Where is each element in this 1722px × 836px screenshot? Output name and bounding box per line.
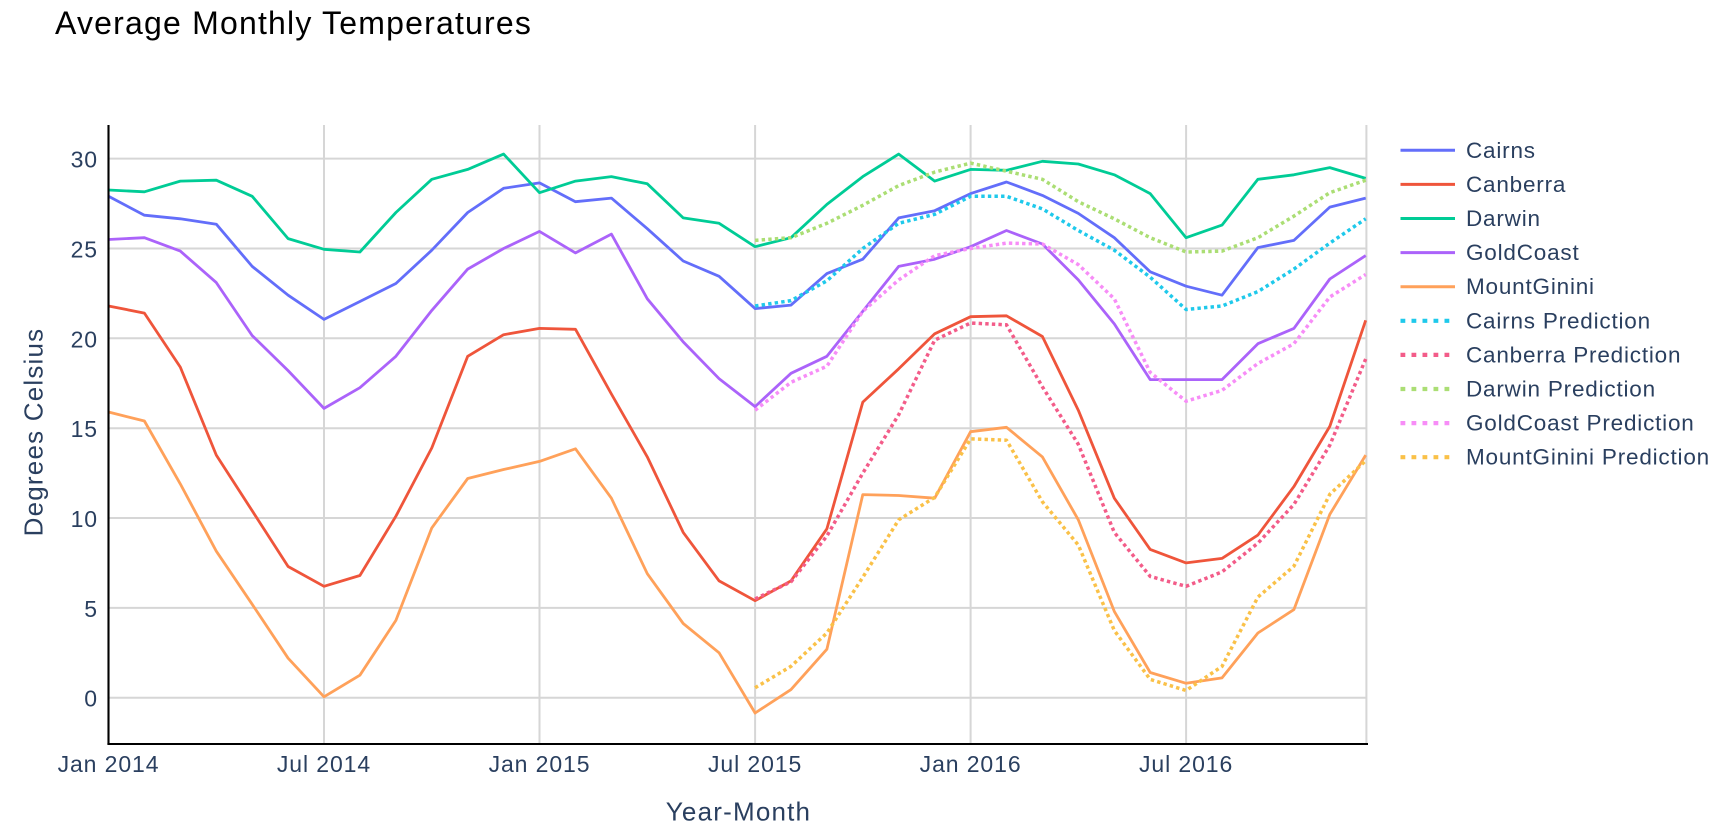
- svg-text:25: 25: [71, 237, 98, 263]
- svg-text:5: 5: [84, 596, 98, 622]
- svg-text:Darwin Prediction: Darwin Prediction: [1466, 377, 1656, 402]
- svg-text:Cairns Prediction: Cairns Prediction: [1466, 308, 1651, 333]
- svg-text:20: 20: [71, 326, 98, 352]
- svg-text:MountGinini: MountGinini: [1466, 274, 1595, 299]
- svg-text:Darwin: Darwin: [1466, 206, 1541, 231]
- svg-text:15: 15: [71, 416, 98, 442]
- svg-text:Degrees Celsius: Degrees Celsius: [19, 328, 49, 537]
- svg-text:GoldCoast: GoldCoast: [1466, 240, 1580, 265]
- svg-text:Cairns: Cairns: [1466, 138, 1536, 163]
- svg-text:Canberra: Canberra: [1466, 172, 1566, 197]
- svg-text:MountGinini Prediction: MountGinini Prediction: [1466, 445, 1710, 470]
- svg-text:Jan 2015: Jan 2015: [489, 751, 591, 777]
- svg-text:30: 30: [71, 147, 98, 173]
- svg-text:Jul 2015: Jul 2015: [708, 751, 802, 777]
- svg-text:Average Monthly Temperatures: Average Monthly Temperatures: [55, 5, 532, 41]
- svg-text:GoldCoast Prediction: GoldCoast Prediction: [1466, 411, 1695, 436]
- svg-text:10: 10: [71, 506, 98, 532]
- svg-text:0: 0: [84, 686, 98, 712]
- svg-text:Jul 2016: Jul 2016: [1139, 751, 1233, 777]
- svg-text:Jul 2014: Jul 2014: [277, 751, 371, 777]
- svg-text:Year-Month: Year-Month: [666, 797, 811, 827]
- svg-text:Jan 2014: Jan 2014: [58, 751, 160, 777]
- svg-text:Jan 2016: Jan 2016: [920, 751, 1022, 777]
- svg-text:Canberra Prediction: Canberra Prediction: [1466, 342, 1681, 367]
